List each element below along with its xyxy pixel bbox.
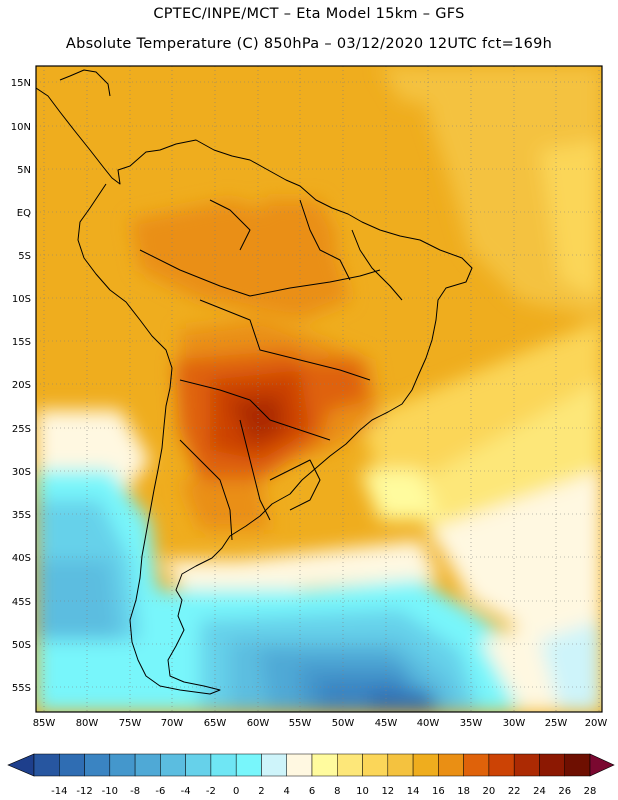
lat-label: 35S <box>12 510 31 521</box>
colorbar-swatch <box>311 753 338 777</box>
colorbar-tick-label: 18 <box>457 786 470 797</box>
colorbar-swatch <box>438 753 464 777</box>
colorbar-swatch <box>513 753 540 777</box>
colorbar-tick-label: 12 <box>381 786 394 797</box>
colorbar-swatch <box>84 753 111 777</box>
colorbar-swatch <box>463 753 490 777</box>
lat-label: 20S <box>12 380 31 391</box>
lat-label: 10N <box>11 122 31 133</box>
colorbar-swatch <box>488 753 515 777</box>
lat-label: 55S <box>12 683 31 694</box>
colorbar-tick-label: -6 <box>155 786 165 797</box>
colorbar-tick-label: 2 <box>258 786 264 797</box>
latitude-labels: 15N 10N 5N EQ 5S 10S 15S 20S 25S 30S 35S… <box>11 78 31 694</box>
lon-label: 25W <box>545 718 568 729</box>
colorbar-tick-label: 22 <box>508 786 521 797</box>
lon-label: 80W <box>76 718 99 729</box>
lon-label: 30W <box>503 718 526 729</box>
lon-label: 55W <box>289 718 312 729</box>
colorbar <box>7 753 615 777</box>
colorbar-swatch <box>261 753 287 777</box>
colorbar-swatch <box>134 753 161 777</box>
coastlines <box>36 69 473 695</box>
colorbar-arrow-left <box>7 753 35 777</box>
colorbar-tick-label: 26 <box>558 786 571 797</box>
colorbar-tick-label: -10 <box>102 786 118 797</box>
lon-label: 20W <box>585 718 608 729</box>
colorbar-tick-label: 16 <box>432 786 445 797</box>
colorbar-tick-label: 28 <box>584 786 597 797</box>
colorbar-tick-label: 6 <box>309 786 315 797</box>
lon-label: 85W <box>33 718 56 729</box>
colorbar-swatch <box>210 753 237 777</box>
lat-label: 40S <box>12 553 31 564</box>
colorbar-tick-label: -2 <box>206 786 216 797</box>
colorbar-swatch <box>362 753 389 777</box>
colorbar-tick-label: 10 <box>356 786 369 797</box>
colorbar-tick-label: 20 <box>483 786 496 797</box>
colorbar-tick-label: 14 <box>407 786 420 797</box>
colorbar-swatch <box>387 753 414 777</box>
lon-label: 50W <box>332 718 355 729</box>
colorbar-tick-label: 4 <box>284 786 290 797</box>
lat-label: 15N <box>11 78 31 89</box>
colorbar-swatch <box>564 753 591 777</box>
longitude-labels: 85W 80W 75W 70W 65W 60W 55W 50W 45W 40W … <box>33 718 608 729</box>
colorbar-tick-label: 0 <box>233 786 239 797</box>
lon-label: 45W <box>375 718 398 729</box>
lat-label: 25S <box>12 424 31 435</box>
map-frame <box>35 65 603 713</box>
lat-label: 30S <box>12 467 31 478</box>
lon-label: 70W <box>161 718 184 729</box>
lat-label: 50S <box>12 640 31 651</box>
colorbar-swatch <box>286 753 313 777</box>
lat-label: 5N <box>17 165 31 176</box>
colorbar-swatch <box>160 753 186 777</box>
colorbar-swatch <box>33 753 60 777</box>
colorbar-swatch <box>185 753 212 777</box>
title-line-1: CPTEC/INPE/MCT – Eta Model 15km – GFS <box>153 6 465 22</box>
colorbar-tick-label: -12 <box>76 786 92 797</box>
colorbar-tick-label: -14 <box>51 786 67 797</box>
lat-label: 45S <box>12 597 31 608</box>
colorbar-tick-labels: -14 -12 -10 -8 -6 -4 -2 0 2 4 6 8 10 12 14 16 18 20 22 24 26… <box>51 786 596 797</box>
lat-label: 10S <box>12 294 31 305</box>
lon-label: 35W <box>460 718 483 729</box>
colorbar-tick-label: -4 <box>181 786 191 797</box>
title-line-2: Absolute Temperature (C) 850hPa – 03/12/… <box>65 36 553 52</box>
colorbar-swatch <box>109 753 136 777</box>
lat-label: EQ <box>17 208 31 219</box>
colorbar-tick-label: 24 <box>533 786 546 797</box>
colorbar-tick-label: -8 <box>130 786 140 797</box>
lon-label: 40W <box>417 718 440 729</box>
colorbar-swatch <box>59 753 85 777</box>
colorbar-swatch <box>412 753 439 777</box>
temperature-field <box>36 66 602 712</box>
colorbar-swatch <box>539 753 565 777</box>
lon-label: 75W <box>119 718 142 729</box>
lon-label: 60W <box>247 718 270 729</box>
lat-label: 15S <box>12 337 31 348</box>
colorbar-tick-label: 8 <box>334 786 340 797</box>
lat-label: 5S <box>18 251 31 262</box>
colorbar-swatch <box>337 753 363 777</box>
lon-label: 65W <box>204 718 227 729</box>
colorbar-arrow-right <box>589 753 615 777</box>
colorbar-swatch <box>235 753 262 777</box>
